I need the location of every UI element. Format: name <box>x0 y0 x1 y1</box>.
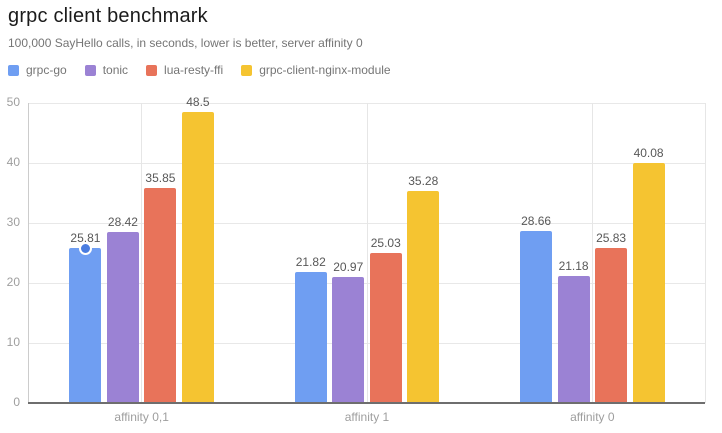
legend-swatch-icon <box>8 64 19 76</box>
x-gridline <box>141 103 143 403</box>
bar-value-label: 25.83 <box>596 231 627 246</box>
bar-value-label: 25.81 <box>70 231 101 246</box>
chart-subtitle: 100,000 SayHello calls, in seconds, lowe… <box>8 36 363 50</box>
bar-value-label: 21.82 <box>295 255 326 270</box>
legend-swatch-icon <box>241 64 253 76</box>
legend-swatch-icon <box>84 64 96 76</box>
legend-label: tonic <box>102 63 129 77</box>
bar-value-label: 25.03 <box>370 235 401 250</box>
bar-lua-resty-ffi-affinity 1[interactable] <box>369 252 402 403</box>
y-axis-tick-label: 0 <box>13 395 20 409</box>
y-axis-tick-label: 20 <box>6 275 20 289</box>
bar-tonic-affinity 0[interactable] <box>557 275 590 403</box>
bar-grpc-go-affinity 0[interactable] <box>520 231 553 403</box>
bar-value-label: 28.66 <box>521 214 552 229</box>
bar-value-label: 35.28 <box>408 174 439 189</box>
bar-value-label: 20.97 <box>333 260 364 275</box>
y-axis-tick-label: 30 <box>6 215 20 229</box>
hover-point-icon <box>78 241 92 255</box>
plot-right-border <box>704 103 706 403</box>
x-axis-line <box>28 402 705 404</box>
legend-label: grpc-client-nginx-module <box>259 63 391 77</box>
bar-value-label: 40.08 <box>633 145 664 160</box>
bar-grpc-client-nginx-module-affinity 1[interactable] <box>407 191 440 403</box>
x-axis-category-label: affinity 1 <box>344 410 390 424</box>
bar-lua-resty-ffi-affinity 0[interactable] <box>595 248 628 403</box>
x-axis-category-label: affinity 0 <box>570 410 615 424</box>
legend-item-tonic[interactable]: tonic <box>84 63 129 77</box>
x-gridline <box>591 103 593 403</box>
chart-legend: grpc-go tonic lua-resty-ffi grpc-client-ngi… <box>8 63 391 77</box>
bar-grpc-go-affinity 0,1[interactable] <box>69 248 102 403</box>
bar-lua-resty-ffi-affinity 0,1[interactable] <box>144 187 177 403</box>
x-axis-category-label: affinity 0,1 <box>114 410 169 424</box>
legend-label: grpc-go <box>26 63 67 77</box>
y-axis-tick-label: 10 <box>6 335 20 349</box>
bar-grpc-client-nginx-module-affinity 0[interactable] <box>632 162 665 403</box>
bar-grpc-go-affinity 1[interactable] <box>294 272 327 403</box>
bar-value-label: 28.42 <box>107 215 138 230</box>
bar-value-label: 48.5 <box>186 95 210 109</box>
y-axis-tick-label: 50 <box>6 95 20 109</box>
legend-item-grpc-go[interactable]: grpc-go <box>8 63 67 77</box>
chart-title: grpc client benchmark <box>8 5 208 27</box>
legend-item-lua-resty-ffi[interactable]: lua-resty-ffi <box>146 63 223 77</box>
bar-tonic-affinity 0,1[interactable] <box>106 232 139 403</box>
legend-swatch-icon <box>146 64 158 76</box>
x-gridline <box>366 103 368 403</box>
bar-value-label: 21.18 <box>558 258 589 273</box>
bar-grpc-client-nginx-module-affinity 0,1[interactable] <box>181 112 214 403</box>
bar-tonic-affinity 1[interactable] <box>332 277 365 403</box>
bar-value-label: 35.85 <box>145 170 176 185</box>
legend-label: lua-resty-ffi <box>164 63 224 77</box>
legend-item-grpc-client-nginx-module[interactable]: grpc-client-nginx-module <box>241 63 391 77</box>
y-axis-tick-label: 40 <box>6 155 20 169</box>
y-axis-line <box>28 103 29 403</box>
